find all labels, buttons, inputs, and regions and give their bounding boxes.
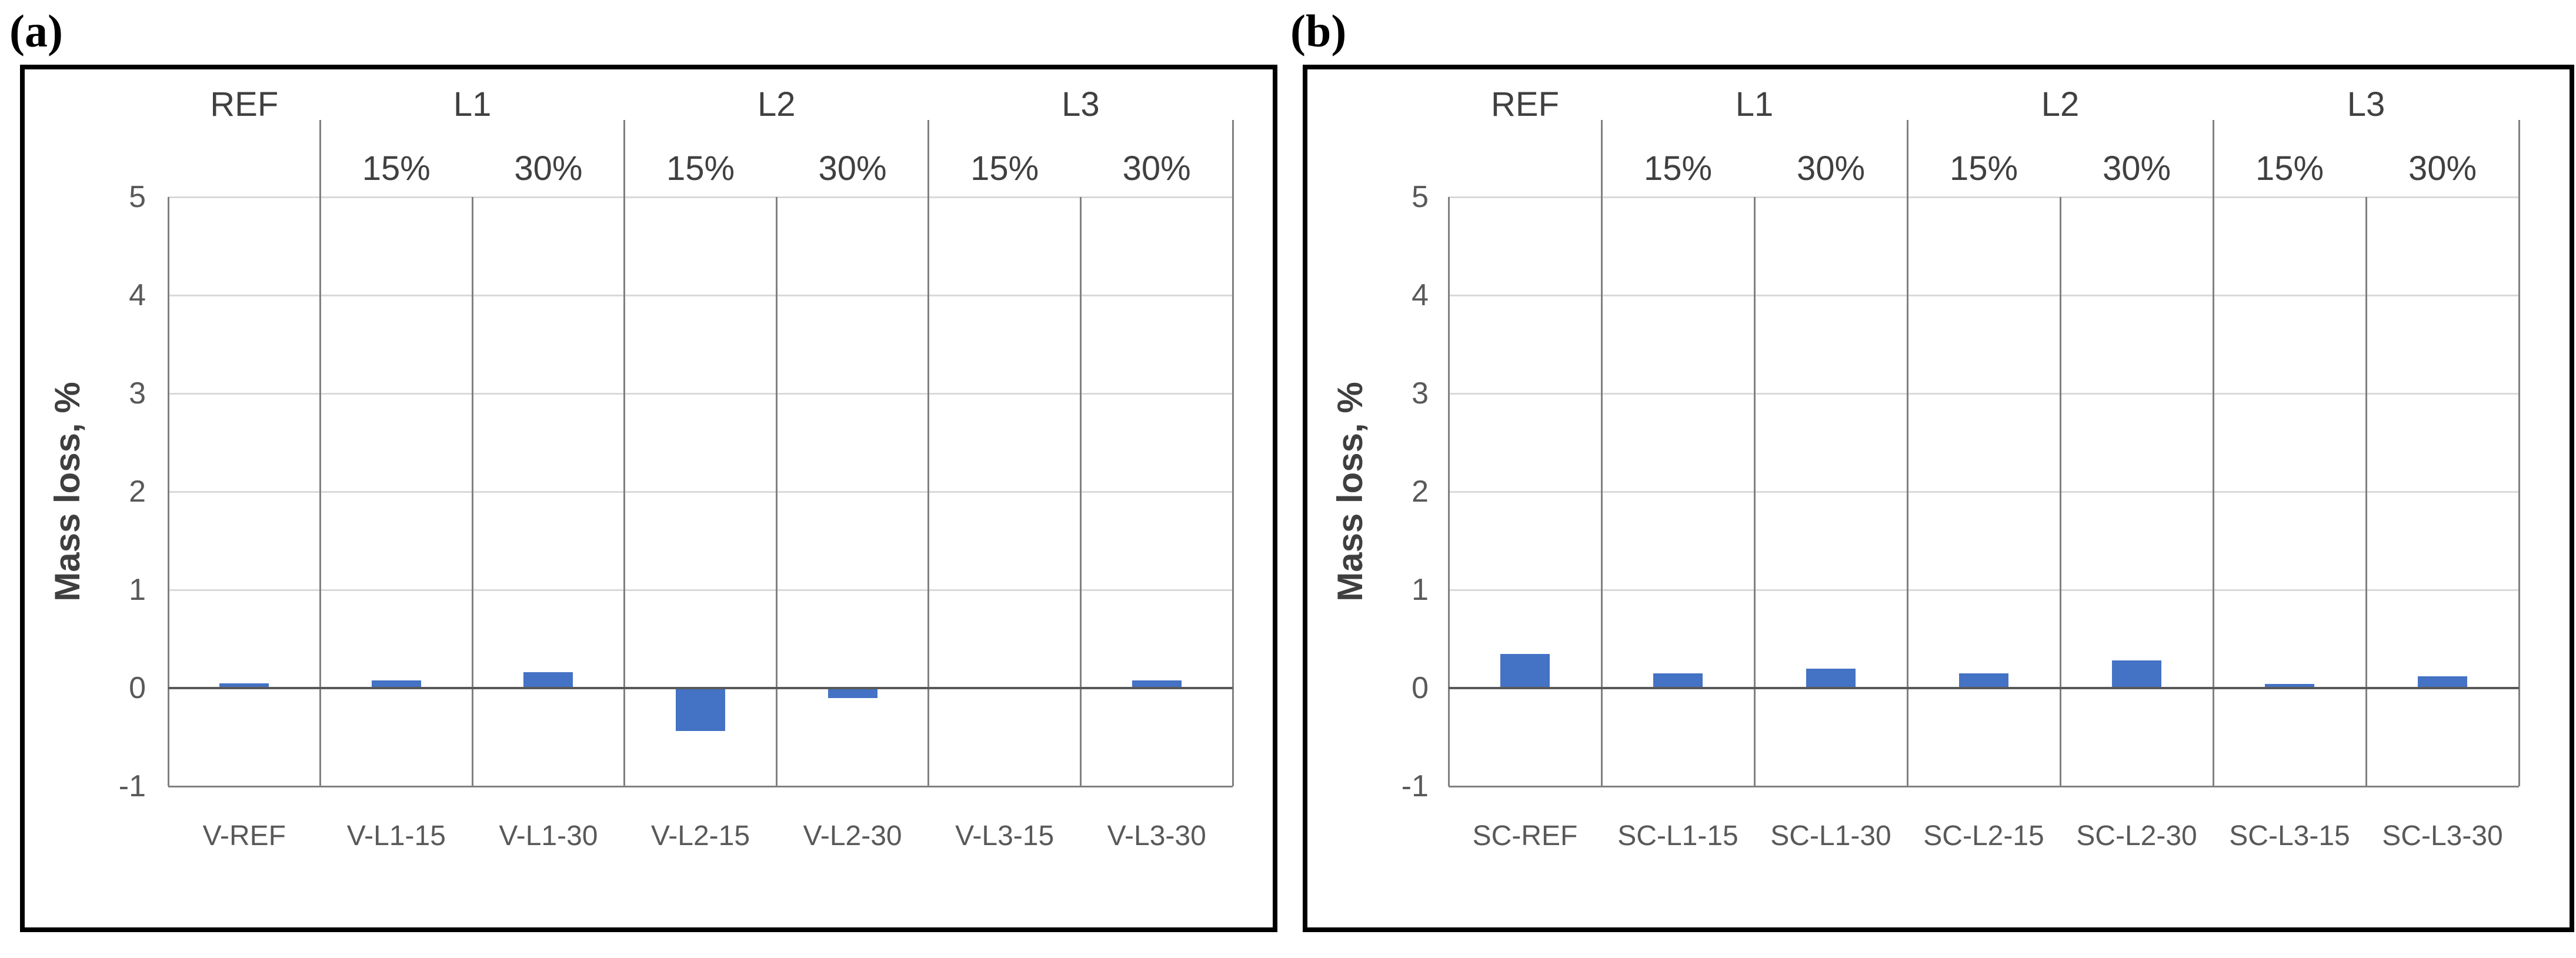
bar: [1653, 673, 1703, 688]
gridline: [168, 196, 1233, 198]
y-tick-label: 3: [129, 376, 146, 410]
bar: [827, 688, 877, 698]
bar: [1500, 653, 1550, 688]
column-sublabel: 30%: [514, 149, 583, 188]
y-tick-label: 5: [1412, 180, 1429, 214]
group-separator: [623, 120, 626, 786]
column-sublabel: 30%: [818, 149, 887, 188]
category-label: SC-L2-30: [2076, 820, 2197, 852]
column-sublabel: 30%: [2102, 149, 2171, 188]
y-tick-label: 2: [129, 475, 146, 509]
category-label: V-L2-30: [803, 820, 902, 852]
column-sublabel: 15%: [970, 149, 1039, 188]
bar: [523, 672, 573, 688]
chart-panel-a: Mass loss, % 5 4 3 2 1 0 -1 REF L1 L2 L3 15% 30% 15% 30…: [20, 65, 1277, 932]
bar: [2265, 684, 2314, 688]
panel-b-border: [1303, 65, 2574, 932]
gridline: [1449, 392, 2519, 395]
group-separator: [927, 120, 930, 786]
bar: [371, 680, 421, 688]
column-separator: [1079, 197, 1082, 786]
plot-bottom-line: [1449, 785, 2519, 787]
column-separator: [2365, 197, 2367, 786]
category-label: SC-REF: [1472, 820, 1578, 852]
category-label: V-L3-30: [1107, 820, 1206, 852]
gridline: [1449, 196, 2519, 198]
column-sublabel: 15%: [1949, 149, 2018, 188]
zero-axis-line: [1449, 687, 2519, 689]
gridline: [1449, 589, 2519, 591]
group-label: L2: [2041, 85, 2080, 123]
category-label: V-L1-15: [346, 820, 446, 852]
bar: [1132, 680, 1182, 688]
gridline: [1449, 294, 2519, 296]
bar: [219, 683, 269, 688]
y-tick-label: 3: [1412, 376, 1429, 410]
category-label: SC-L3-30: [2382, 820, 2503, 852]
category-label: V-REF: [202, 820, 286, 852]
y-tick-label: 5: [129, 180, 146, 214]
gridline: [168, 589, 1233, 591]
group-label: L1: [1735, 85, 1774, 123]
y-tick-label: -1: [118, 769, 146, 803]
group-label: L3: [2347, 85, 2385, 123]
group-label: L1: [453, 85, 492, 123]
group-separator: [1600, 120, 1603, 786]
gridline: [168, 294, 1233, 296]
category-label: V-L2-15: [650, 820, 750, 852]
column-sublabel: 15%: [2255, 149, 2324, 188]
group-separator: [1906, 120, 1908, 786]
category-label: V-L1-30: [499, 820, 598, 852]
y-tick-label: 1: [129, 573, 146, 607]
bar: [2418, 676, 2467, 688]
column-sublabel: 15%: [666, 149, 735, 188]
panel-b-label: (b): [1290, 5, 1347, 56]
y-axis-line: [167, 197, 169, 786]
column-separator: [471, 197, 473, 786]
column-separator: [2059, 197, 2061, 786]
group-label: REF: [1491, 85, 1559, 123]
gridline: [168, 490, 1233, 493]
column-sublabel: 15%: [362, 149, 431, 188]
category-label: SC-L2-15: [1923, 820, 2044, 852]
category-label: SC-L1-15: [1617, 820, 1739, 852]
y-tick-label: 0: [1412, 671, 1429, 705]
group-label: L2: [758, 85, 796, 123]
group-separator: [2212, 120, 2214, 786]
y-tick-label: -1: [1401, 769, 1429, 803]
column-sublabel: 30%: [2408, 149, 2477, 188]
group-label: L3: [1062, 85, 1100, 123]
group-separator: [319, 120, 322, 786]
plot-bottom-line: [168, 785, 1233, 787]
chart-panel-b: Mass loss, % 5 4 3 2 1 0 -1 REF L1 L2 L3 15% 30% 15% 30…: [1303, 65, 2574, 932]
group-separator: [2518, 120, 2520, 786]
y-tick-label: 2: [1412, 475, 1429, 509]
y-axis-line: [1447, 197, 1450, 786]
zero-axis-line: [168, 687, 1233, 689]
column-sublabel: 30%: [1122, 149, 1191, 188]
column-sublabel: 15%: [1643, 149, 1713, 188]
y-tick-label: 1: [1412, 573, 1429, 607]
column-sublabel: 30%: [1796, 149, 1866, 188]
panel-a-border: [20, 65, 1277, 932]
gridline: [1449, 490, 2519, 493]
category-label: SC-L3-15: [2229, 820, 2350, 852]
bar: [676, 688, 725, 732]
y-tick-label: 4: [1412, 278, 1429, 312]
panel-a-label: (a): [9, 5, 63, 56]
category-label: V-L3-15: [955, 820, 1055, 852]
y-tick-label: 4: [129, 278, 146, 312]
column-separator: [775, 197, 778, 786]
bar: [2112, 660, 2161, 688]
group-label: REF: [210, 85, 279, 123]
column-separator: [1753, 197, 1756, 786]
gridline: [168, 392, 1233, 395]
category-label: SC-L1-30: [1770, 820, 1891, 852]
y-tick-label: 0: [129, 671, 146, 705]
bar: [1959, 673, 2008, 688]
group-separator: [1232, 120, 1234, 786]
bar: [1806, 668, 1856, 688]
